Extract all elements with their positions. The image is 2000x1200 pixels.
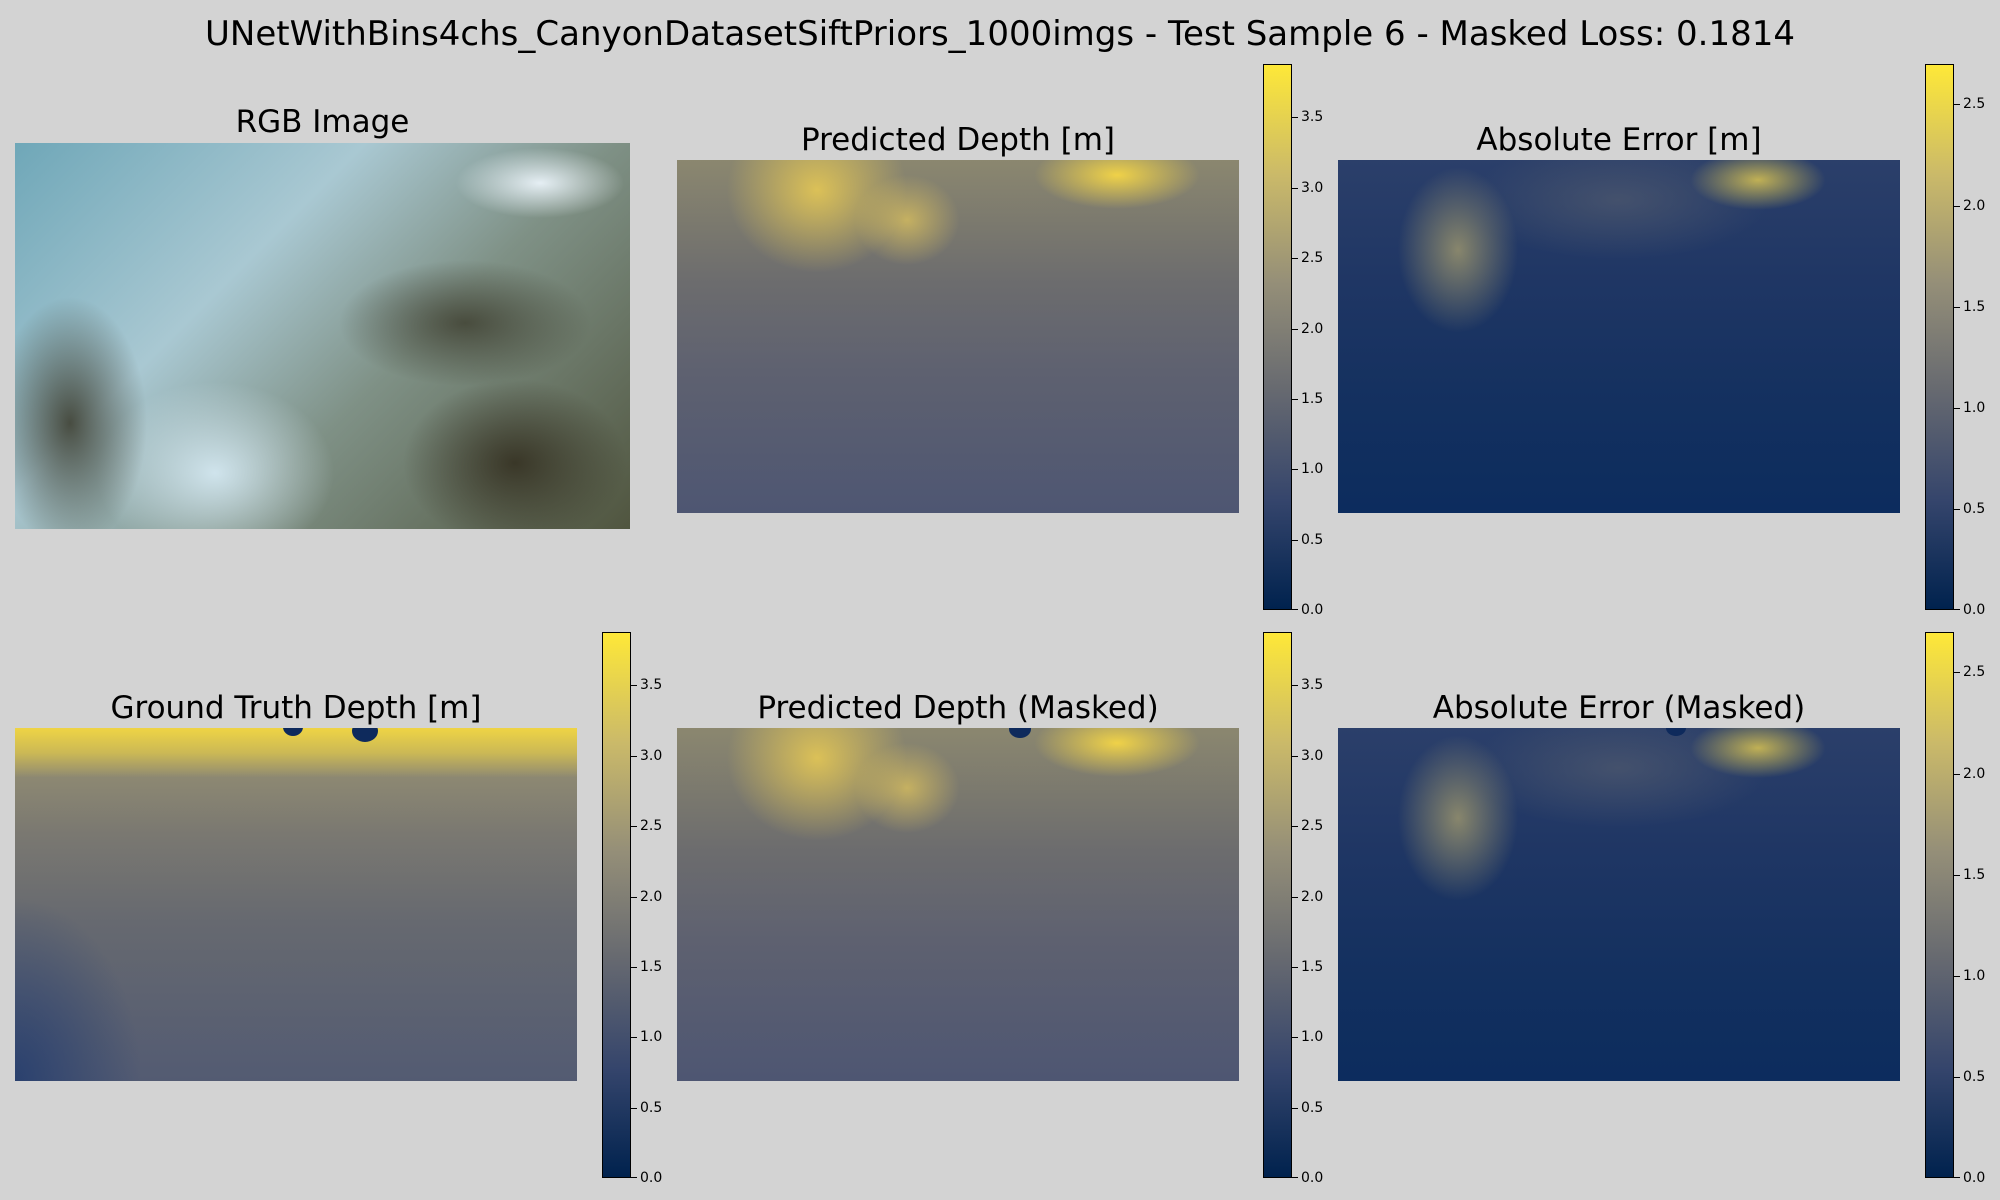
colorbar-tick-label: 1.5	[640, 958, 663, 975]
colorbar-tick-label: 1.5	[1301, 958, 1324, 975]
colorbar-tick	[1954, 104, 1960, 106]
colorbar-tick-label: 3.5	[1301, 109, 1324, 126]
colorbar-tick-label: 3.5	[1301, 677, 1324, 694]
colorbar-tick-label: 1.0	[1963, 399, 1986, 416]
absolute-error-map	[1338, 160, 1900, 513]
colorbar-tick-label: 1.0	[1301, 1029, 1324, 1046]
colorbar-tick-label: 1.0	[1963, 967, 1986, 984]
colorbar-tick	[631, 896, 637, 898]
colorbar-tick	[1292, 1177, 1298, 1178]
colorbar-tick-label: 1.5	[1963, 866, 1986, 883]
colorbar-tick	[1292, 539, 1298, 541]
colorbar-tick	[1292, 1037, 1298, 1039]
colorbar-tick-label: 1.0	[640, 1029, 663, 1046]
colorbar-tick	[631, 826, 637, 828]
colorbar-tick-label: 0.5	[1963, 1068, 1986, 1085]
colorbar-tick-label: 1.5	[1301, 390, 1324, 407]
figure-suptitle: UNetWithBins4chs_CanyonDatasetSiftPriors…	[205, 14, 1795, 54]
colorbar-tick	[1954, 1076, 1960, 1078]
predicted-depth-colorbar	[1263, 64, 1292, 610]
absolute-error-colorbar	[1925, 64, 1954, 610]
error-mask-region	[1666, 728, 1686, 736]
absolute-error-masked-map	[1338, 728, 1900, 1081]
predicted-depth-masked-title: Predicted Depth (Masked)	[757, 690, 1159, 726]
colorbar-tick-label: 3.0	[1301, 747, 1324, 764]
gt-invalid-region	[352, 728, 378, 742]
colorbar-tick	[1954, 672, 1960, 674]
colorbar-tick	[1954, 205, 1960, 207]
colorbar-tick-label: 3.0	[640, 747, 663, 764]
colorbar-tick-label: 2.0	[1301, 320, 1324, 337]
colorbar-tick	[1292, 755, 1298, 757]
colorbar-tick	[1292, 966, 1298, 968]
colorbar-tick-label: 2.5	[1963, 664, 1986, 681]
colorbar-tick	[1954, 874, 1960, 876]
ground-truth-depth-map	[15, 728, 577, 1081]
rgb-image-title: RGB Image	[235, 104, 410, 140]
colorbar-tick	[631, 685, 637, 687]
colorbar-tick	[1954, 975, 1960, 977]
colorbar-tick	[631, 1107, 637, 1109]
colorbar-tick	[1954, 773, 1960, 775]
colorbar-tick-label: 2.5	[1301, 250, 1324, 267]
colorbar-tick	[1292, 469, 1298, 471]
colorbar-tick	[1292, 117, 1298, 119]
colorbar-tick-label: 0.5	[640, 1099, 663, 1116]
colorbar-tick	[631, 755, 637, 757]
colorbar-tick-label: 0.5	[1301, 1099, 1324, 1116]
colorbar-tick-label: 2.0	[1301, 888, 1324, 905]
colorbar-tick	[1954, 306, 1960, 308]
colorbar-tick-label: 3.0	[1301, 179, 1324, 196]
colorbar-tick	[1292, 258, 1298, 260]
gt-invalid-region	[283, 728, 303, 736]
colorbar-tick	[1292, 609, 1298, 610]
colorbar-tick-label: 2.5	[640, 818, 663, 835]
absolute-error-title: Absolute Error [m]	[1476, 122, 1762, 158]
colorbar-tick-label: 0.0	[1963, 602, 1986, 618]
predicted-depth-map	[677, 160, 1239, 513]
colorbar-tick-label: 2.0	[1963, 765, 1986, 782]
colorbar-tick	[1292, 328, 1298, 330]
colorbar-tick-label: 3.5	[640, 677, 663, 694]
colorbar-tick-label: 0.0	[1301, 602, 1324, 618]
colorbar-tick-label: 1.5	[1963, 298, 1986, 315]
colorbar-tick-label: 0.0	[1963, 1170, 1986, 1186]
colorbar-tick	[1292, 398, 1298, 400]
colorbar-tick-label: 2.0	[640, 888, 663, 905]
colorbar-tick	[1954, 407, 1960, 409]
rgb-image	[15, 143, 630, 529]
colorbar-tick	[1292, 896, 1298, 898]
predicted-depth-title: Predicted Depth [m]	[800, 122, 1116, 158]
colorbar-tick	[631, 1177, 637, 1178]
colorbar-tick-label: 0.0	[1301, 1170, 1324, 1186]
ground-truth-depth-colorbar	[602, 632, 631, 1178]
predicted-depth-masked-map	[677, 728, 1239, 1081]
colorbar-tick-label: 1.0	[1301, 461, 1324, 478]
colorbar-tick-label: 2.5	[1963, 96, 1986, 113]
colorbar-tick	[1954, 1177, 1960, 1178]
colorbar-tick	[1292, 1107, 1298, 1109]
colorbar-tick	[1292, 685, 1298, 687]
absolute-error-masked-title: Absolute Error (Masked)	[1432, 690, 1806, 726]
predicted-depth-masked-colorbar	[1263, 632, 1292, 1178]
colorbar-tick-label: 0.5	[1963, 500, 1986, 517]
colorbar-tick	[1954, 508, 1960, 510]
colorbar-tick	[631, 1037, 637, 1039]
pred-mask-region	[1009, 728, 1031, 738]
ground-truth-depth-title: Ground Truth Depth [m]	[110, 690, 482, 726]
absolute-error-masked-colorbar	[1925, 632, 1954, 1178]
colorbar-tick-label: 0.5	[1301, 531, 1324, 548]
colorbar-tick	[1292, 826, 1298, 828]
colorbar-tick-label: 2.5	[1301, 818, 1324, 835]
colorbar-tick	[631, 966, 637, 968]
colorbar-tick	[1954, 609, 1960, 610]
colorbar-tick-label: 2.0	[1963, 197, 1986, 214]
colorbar-tick-label: 0.0	[640, 1170, 663, 1186]
colorbar-tick	[1292, 187, 1298, 189]
